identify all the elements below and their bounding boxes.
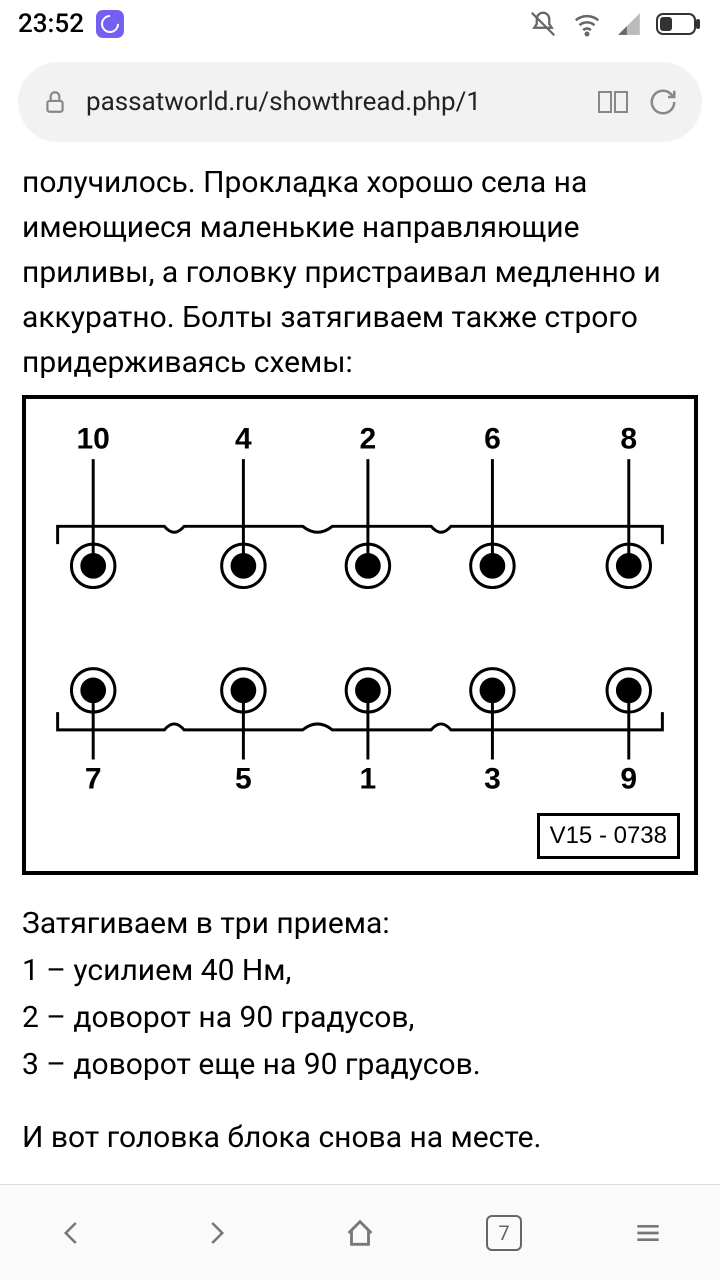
diagram-code: V15 - 0738 [537,813,680,859]
bolt-label-7: 7 [85,757,102,802]
bolt-label-4: 4 [235,416,252,461]
status-bar: 23:52 [0,0,720,48]
instr-2: 2 – доворот на 90 градусов, [22,995,698,1040]
url-text: passatworld.ru/showthread.php/1 [86,87,578,117]
bolt-label-6: 6 [484,416,501,461]
lock-icon [42,89,68,115]
bolt-label-8: 8 [620,416,637,461]
bolt-diagram: V15 - 0738 10 4 2 6 8 7 5 1 3 9 [22,395,698,875]
bolt-label-2: 2 [360,416,377,461]
bolt-label-3: 3 [484,757,501,802]
tab-count: 7 [486,1215,522,1251]
tabs-button[interactable]: 7 [477,1206,531,1260]
instructions: Затягиваем в три приема: 1 – усилием 40 … [22,901,698,1087]
home-button[interactable] [333,1206,387,1260]
signal-icon [616,11,642,37]
reader-icon[interactable] [596,88,630,116]
menu-button[interactable] [621,1206,675,1260]
instr-1: 1 – усилием 40 Нм, [22,948,698,993]
wifi-icon [572,9,602,39]
paragraph-2: И вот головка блока снова на месте. [22,1115,698,1160]
forward-button[interactable] [189,1206,243,1260]
bolt-label-1: 1 [360,757,377,802]
url-bar[interactable]: passatworld.ru/showthread.php/1 [18,62,702,142]
instr-title: Затягиваем в три приема: [22,901,698,946]
mute-icon [528,9,558,39]
paragraph-1: получилось. Прокладка хорошо села на име… [22,160,698,385]
instr-3: 3 – доворот еще на 90 градусов. [22,1042,698,1087]
status-time: 23:52 [18,9,84,39]
bolt-label-10: 10 [77,416,110,461]
reload-icon[interactable] [648,87,678,117]
viber-icon [96,10,124,38]
battery-icon [656,13,702,35]
back-button[interactable] [45,1206,99,1260]
status-icons [528,9,702,39]
bolt-label-9: 9 [620,757,637,802]
bolt-label-5: 5 [235,757,252,802]
bottom-nav: 7 [0,1184,720,1280]
page-content[interactable]: получилось. Прокладка хорошо села на име… [0,156,720,1184]
